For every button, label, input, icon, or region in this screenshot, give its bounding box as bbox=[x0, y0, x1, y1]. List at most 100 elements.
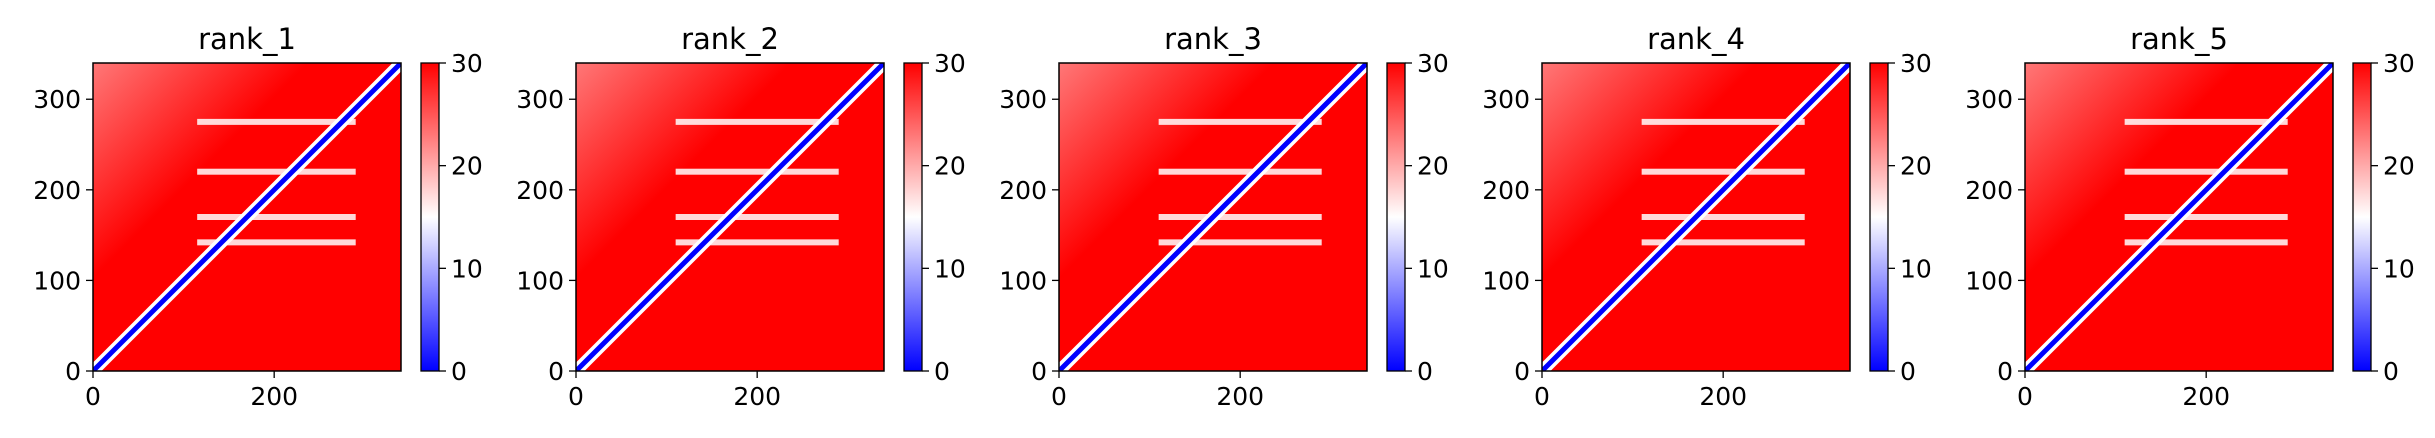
heatmap bbox=[2025, 63, 2333, 371]
x-tick-label: 0 bbox=[1534, 382, 1550, 411]
block-gap-row bbox=[197, 239, 356, 246]
heatmap bbox=[93, 63, 401, 371]
axes-frame bbox=[575, 62, 885, 372]
colorbar-tick-label: 20 bbox=[2383, 152, 2415, 181]
colorbar bbox=[420, 62, 440, 372]
y-tick-label: 0 bbox=[1031, 357, 1047, 386]
panel-3: rank_3 0 100 200 300 0 200 0 10 20 30 bbox=[999, 22, 1449, 411]
block-gap-row bbox=[675, 214, 839, 220]
colorbar-tick-label: 10 bbox=[1900, 254, 1932, 283]
panel-title: rank_4 bbox=[1647, 22, 1745, 56]
y-tick-label: 100 bbox=[1965, 266, 2013, 295]
y-tick-label: 300 bbox=[1482, 85, 1530, 114]
diagonal bbox=[1542, 63, 1850, 371]
colorbar bbox=[903, 62, 923, 372]
axes-frame bbox=[1058, 62, 1368, 372]
x-tick-label: 0 bbox=[568, 382, 584, 411]
x-tick-label: 0 bbox=[2017, 382, 2033, 411]
y-tick-label: 200 bbox=[1965, 176, 2013, 205]
block-gap-row bbox=[2124, 118, 2288, 125]
block-gap-row bbox=[197, 118, 356, 125]
block-gap-row bbox=[197, 214, 356, 220]
panel-2: rank_2 0 100 200 300 0 200 0 10 20 30 bbox=[516, 22, 966, 411]
x-tick-label: 200 bbox=[733, 382, 781, 411]
colorbar bbox=[2352, 62, 2372, 372]
y-tick-label: 0 bbox=[1997, 357, 2013, 386]
diagonal bbox=[93, 63, 401, 371]
block-gap-row bbox=[1158, 214, 1322, 220]
colorbar-tick-label: 0 bbox=[934, 357, 950, 386]
y-tick-label: 0 bbox=[65, 357, 81, 386]
panel-4: rank_4 0 100 200 300 0 200 0 10 20 30 bbox=[1482, 22, 1932, 411]
block-gap-row bbox=[1158, 118, 1322, 125]
colorbar-tick-label: 30 bbox=[1900, 49, 1932, 78]
colorbar-tick-label: 20 bbox=[1417, 152, 1449, 181]
block-gap-row bbox=[1641, 214, 1805, 220]
y-tick-label: 100 bbox=[1482, 266, 1530, 295]
y-tick-label: 0 bbox=[548, 357, 564, 386]
heatmap bbox=[576, 63, 884, 371]
y-tick-label: 200 bbox=[1482, 176, 1530, 205]
block-gap-row bbox=[1641, 168, 1805, 175]
colorbar-tick-label: 30 bbox=[934, 49, 966, 78]
x-tick-label: 200 bbox=[1216, 382, 1264, 411]
axes-frame bbox=[92, 62, 402, 372]
axes-frame bbox=[2024, 62, 2334, 372]
colorbar-tick-label: 0 bbox=[451, 357, 467, 386]
panel-title: rank_2 bbox=[681, 22, 779, 56]
x-tick-label: 200 bbox=[2182, 382, 2230, 411]
colorbar bbox=[1386, 62, 1406, 372]
block-gap-row bbox=[675, 200, 839, 207]
y-tick-label: 100 bbox=[999, 266, 1047, 295]
x-tick-label: 0 bbox=[85, 382, 101, 411]
block-gap-row bbox=[197, 168, 356, 175]
block-gap-row bbox=[1641, 200, 1805, 207]
y-tick-label: 300 bbox=[999, 85, 1047, 114]
panel-title: rank_1 bbox=[198, 22, 296, 56]
diagonal bbox=[1059, 63, 1367, 371]
x-tick-label: 200 bbox=[250, 382, 298, 411]
block-gap-row bbox=[2124, 200, 2288, 207]
block-gap-row bbox=[1158, 239, 1322, 246]
block-gap-row bbox=[2124, 239, 2288, 246]
heatmap bbox=[1542, 63, 1850, 371]
block-gap-row bbox=[675, 118, 839, 125]
diagonal bbox=[2025, 63, 2333, 371]
panel-5: rank_5 0 100 200 300 0 200 0 10 20 30 bbox=[1965, 22, 2415, 411]
colorbar-tick-label: 30 bbox=[2383, 49, 2415, 78]
heatmap bbox=[1059, 63, 1367, 371]
block-gap-row bbox=[1641, 239, 1805, 246]
panel-title: rank_3 bbox=[1164, 22, 1262, 56]
y-tick-label: 300 bbox=[516, 85, 564, 114]
block-gap-row bbox=[2124, 168, 2288, 175]
block-gap-row bbox=[1158, 200, 1322, 207]
axes-frame bbox=[1541, 62, 1851, 372]
x-tick-label: 0 bbox=[1051, 382, 1067, 411]
block-gap-row bbox=[1158, 168, 1322, 175]
x-tick-label: 200 bbox=[1699, 382, 1747, 411]
block-gap-row bbox=[675, 168, 839, 175]
y-tick-label: 200 bbox=[516, 176, 564, 205]
colorbar-tick-label: 10 bbox=[451, 254, 483, 283]
colorbar-tick-label: 10 bbox=[934, 254, 966, 283]
colorbar-tick-label: 20 bbox=[1900, 152, 1932, 181]
y-tick-label: 200 bbox=[999, 176, 1047, 205]
block-gap-row bbox=[197, 200, 356, 207]
block-gap-row bbox=[2124, 214, 2288, 220]
y-tick-label: 100 bbox=[33, 266, 81, 295]
y-tick-label: 300 bbox=[1965, 85, 2013, 114]
y-tick-label: 100 bbox=[516, 266, 564, 295]
colorbar-tick-label: 10 bbox=[1417, 254, 1449, 283]
panel-title: rank_5 bbox=[2130, 22, 2228, 56]
colorbar-tick-label: 0 bbox=[1900, 357, 1916, 386]
diagonal bbox=[576, 63, 884, 371]
block-gap-row bbox=[1641, 118, 1805, 125]
colorbar-tick-label: 0 bbox=[1417, 357, 1433, 386]
colorbar bbox=[1869, 62, 1889, 372]
block-gap-row bbox=[675, 239, 839, 246]
colorbar-tick-label: 20 bbox=[451, 152, 483, 181]
panel-1: rank_1 0 100 200 300 0 200 0 10 20 30 bbox=[33, 22, 483, 411]
colorbar-tick-label: 30 bbox=[1417, 49, 1449, 78]
y-tick-label: 0 bbox=[1514, 357, 1530, 386]
